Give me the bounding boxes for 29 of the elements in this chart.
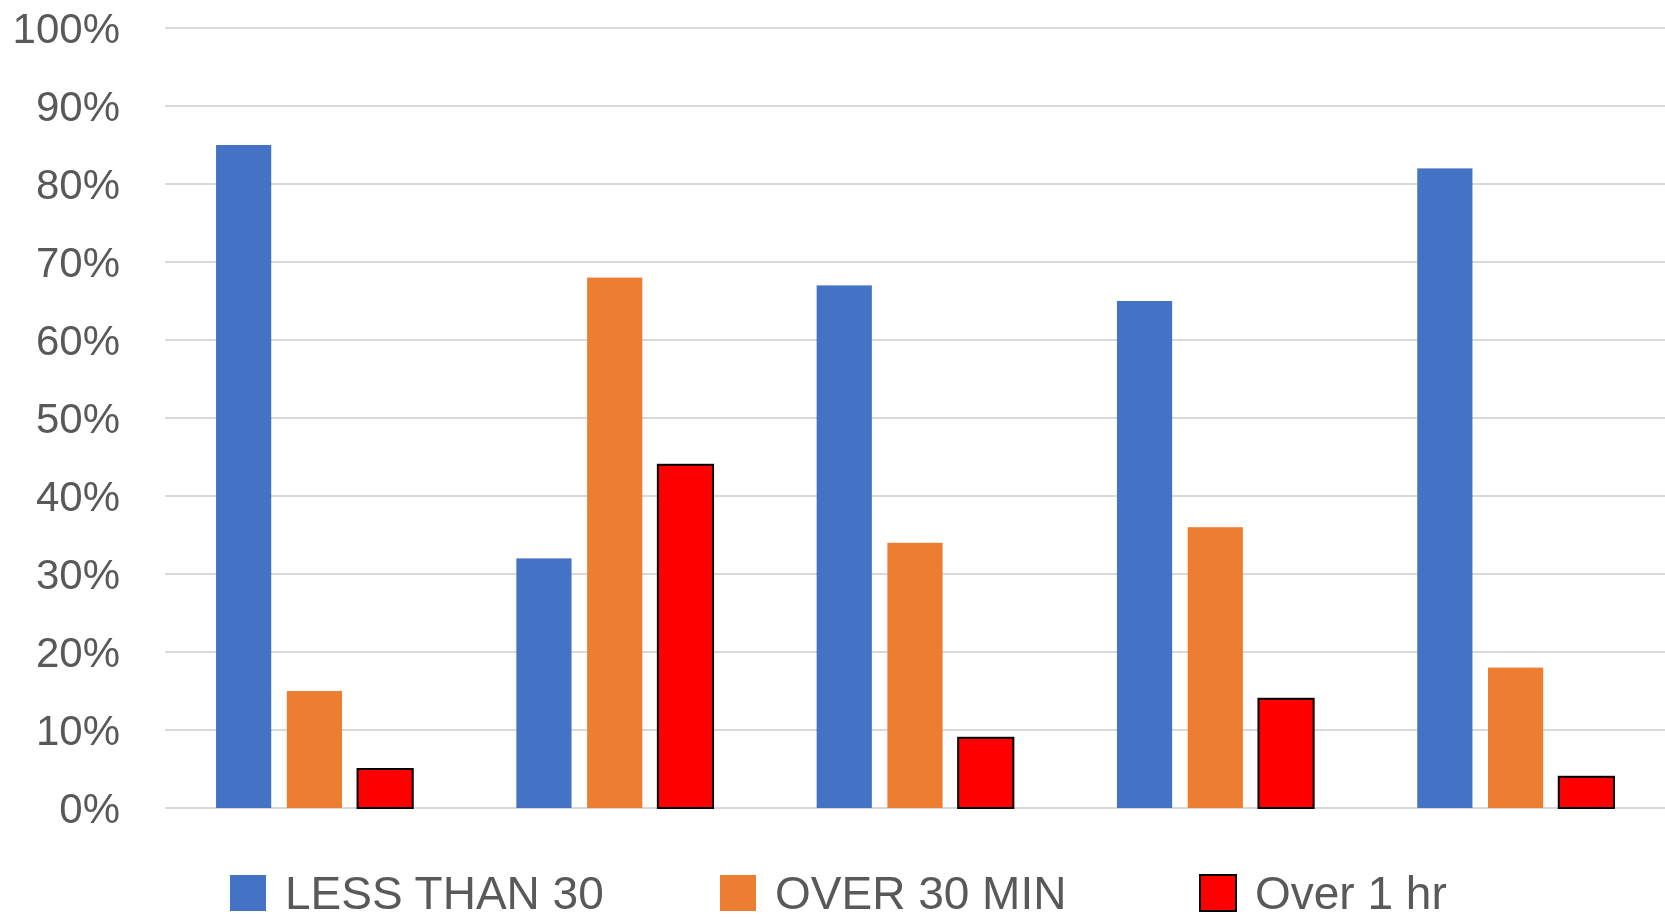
- y-tick-label: 90%: [35, 82, 120, 130]
- bar: [1257, 697, 1315, 809]
- y-tick-label: 80%: [35, 160, 120, 208]
- bar: [587, 277, 643, 808]
- bar: [1116, 301, 1173, 808]
- legend-label: OVER 30 MIN: [775, 867, 1067, 918]
- bar: [1187, 527, 1243, 808]
- bar: [1557, 775, 1615, 809]
- y-tick-label: 20%: [35, 628, 120, 676]
- bar: [356, 768, 414, 809]
- y-tick-label: 30%: [35, 550, 120, 598]
- bar: [216, 145, 272, 808]
- bar: [1417, 168, 1473, 808]
- bar: [957, 736, 1015, 809]
- bar: [286, 691, 342, 808]
- legend-label: Over 1 hr: [1255, 867, 1447, 918]
- y-tick-label: 70%: [35, 238, 120, 286]
- bar: [887, 542, 943, 808]
- bar: [1488, 667, 1544, 808]
- y-tick-label: 0%: [59, 784, 120, 832]
- y-tick-label: 50%: [35, 394, 120, 442]
- y-tick-label: 10%: [35, 706, 120, 754]
- legend-label: LESS THAN 30: [285, 867, 604, 918]
- y-tick-label: 100%: [12, 4, 120, 52]
- bar: [656, 463, 715, 809]
- y-tick-label: 60%: [35, 316, 120, 364]
- bar: [516, 558, 572, 808]
- y-tick-label: 40%: [35, 472, 120, 520]
- bar: [816, 285, 872, 808]
